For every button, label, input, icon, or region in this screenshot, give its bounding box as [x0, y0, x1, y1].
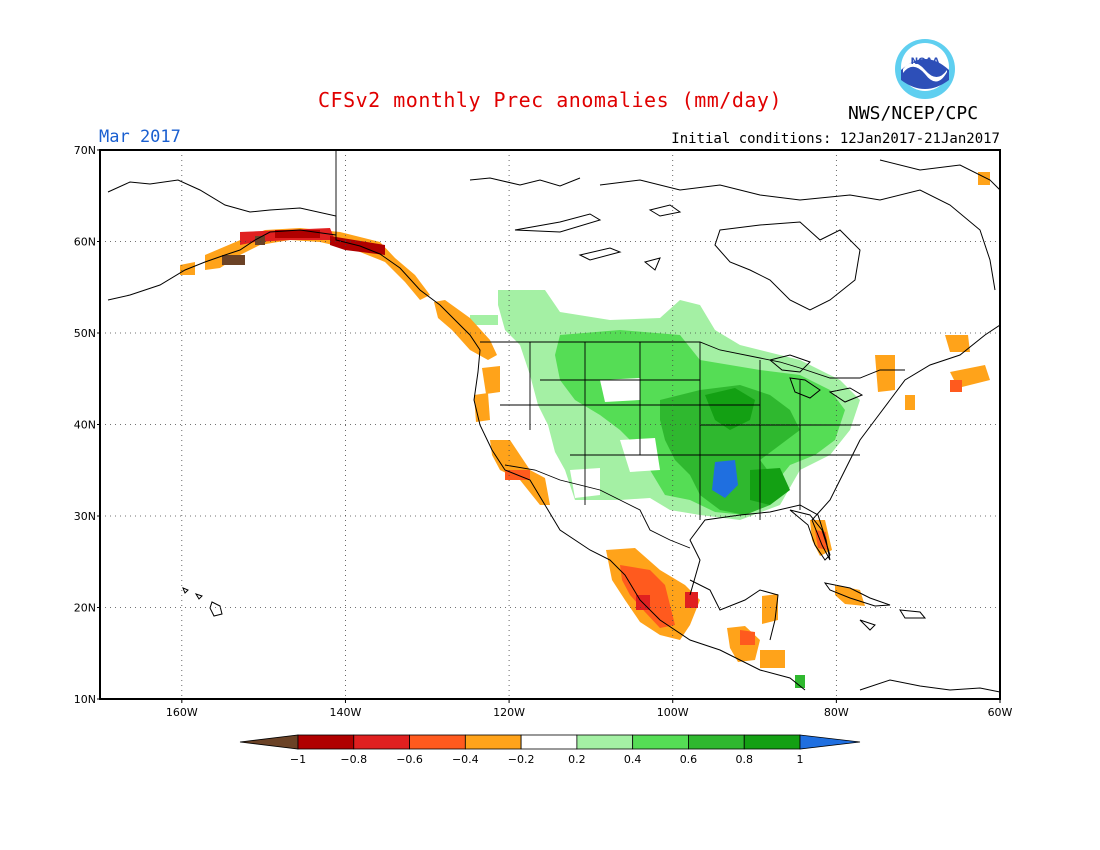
anomaly-region — [740, 630, 755, 645]
colorbar-label: −0.8 — [340, 753, 367, 766]
lat-tick-label: 50N — [74, 327, 96, 340]
colorbar-label: 0.8 — [735, 753, 753, 766]
latitude-labels: 70N 60N 50N 40N 30N 20N 10N — [74, 144, 100, 706]
agency-label: NWS/NCEP/CPC — [848, 103, 979, 124]
anomaly-region — [470, 315, 498, 325]
colorbar-label: −0.6 — [396, 753, 423, 766]
lat-tick-label: 30N — [74, 510, 96, 523]
colorbar-label: −0.4 — [452, 753, 479, 766]
lon-tick-label: 120W — [493, 706, 525, 719]
chart-title: CFSv2 monthly Prec anomalies (mm/day) — [317, 88, 783, 112]
anomaly-region — [685, 592, 698, 608]
anomaly-region — [950, 380, 962, 392]
anomaly-region — [760, 650, 785, 668]
colorbar-segment — [688, 734, 745, 750]
anomaly-region — [600, 378, 640, 402]
anomaly-region — [978, 172, 990, 185]
colorbar-segment — [353, 734, 410, 750]
noaa-logo-text: NOAA — [911, 57, 940, 67]
colorbar-segment — [297, 734, 355, 750]
lat-tick-label: 40N — [74, 419, 96, 432]
lat-tick-label: 60N — [74, 236, 96, 249]
lat-tick-label: 70N — [74, 144, 96, 157]
noaa-logo-icon: NOAA — [895, 39, 955, 99]
lon-tick-label: 60W — [988, 706, 1013, 719]
political-borders — [335, 150, 905, 549]
anomaly-region — [482, 366, 500, 394]
lon-tick-label: 100W — [657, 706, 689, 719]
lon-tick-label: 80W — [824, 706, 849, 719]
colorbar-segment — [743, 734, 801, 750]
colorbar-label: −1 — [290, 753, 306, 766]
forecast-month: Mar 2017 — [99, 127, 181, 147]
colorbar: −1 −0.8 −0.6 −0.4 −0.2 0.2 0.4 0.6 0.8 1 — [239, 734, 861, 766]
colorbar-label: 0.2 — [568, 753, 586, 766]
colorbar-segment — [576, 734, 634, 750]
anomaly-region — [762, 594, 778, 624]
anomaly-region — [875, 355, 895, 392]
colorbar-segment — [409, 734, 466, 750]
colorbar-extend-high — [799, 734, 861, 750]
colorbar-extend-low — [239, 734, 299, 750]
anomaly-region — [275, 230, 320, 238]
colorbar-label: −0.2 — [508, 753, 535, 766]
colorbar-segment — [520, 734, 578, 750]
initial-conditions: Initial conditions: 12Jan2017-21Jan2017 — [671, 131, 1000, 147]
lon-tick-label: 140W — [330, 706, 362, 719]
anomaly-region — [222, 255, 245, 265]
longitude-labels: 160W 140W 120W 100W 80W 60W — [166, 699, 1013, 719]
colorbar-label: 0.4 — [624, 753, 642, 766]
lat-tick-label: 20N — [74, 602, 96, 615]
anomaly-region — [905, 395, 915, 410]
anomaly-region — [945, 335, 970, 352]
colorbar-segment — [632, 734, 689, 750]
graticule — [100, 150, 1000, 699]
colorbar-label: 1 — [797, 753, 804, 766]
anomaly-region — [795, 675, 805, 688]
colorbar-label: 0.6 — [680, 753, 698, 766]
lat-tick-label: 10N — [74, 693, 96, 706]
anomaly-region — [705, 388, 755, 430]
coastlines — [107, 159, 1000, 693]
anomaly-region — [474, 393, 490, 422]
colorbar-segment — [464, 734, 522, 750]
anomaly-region — [712, 460, 738, 498]
lon-tick-label: 160W — [166, 706, 198, 719]
